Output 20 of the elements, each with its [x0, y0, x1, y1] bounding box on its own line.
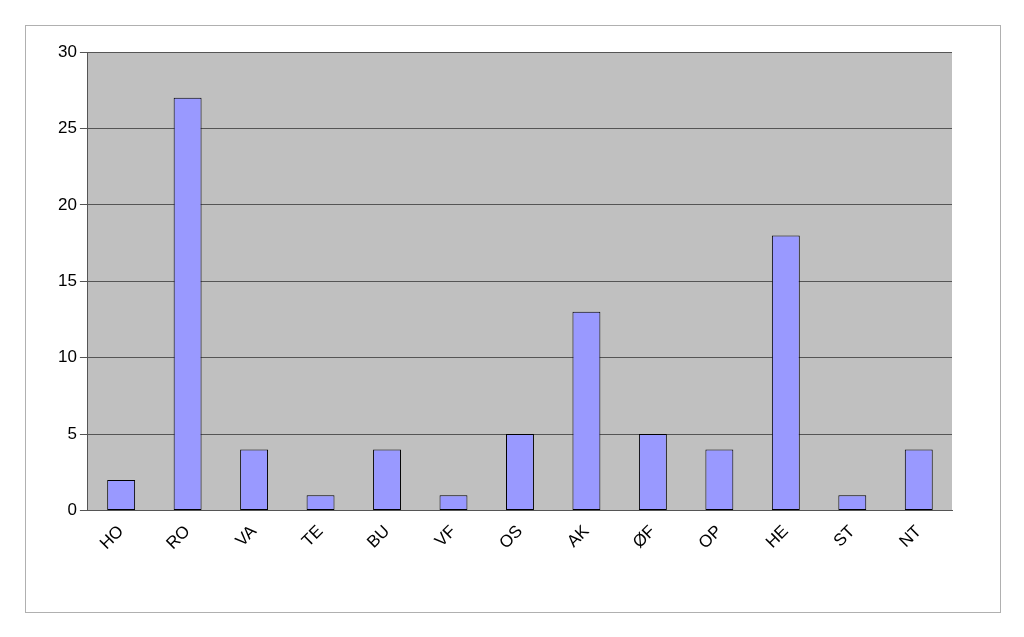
x-tick-label: AK — [563, 521, 594, 551]
y-tick-label: 5 — [67, 423, 77, 443]
y-tick-label: 0 — [67, 500, 77, 520]
y-tick-label: 25 — [57, 118, 77, 138]
y-tick-label: 20 — [57, 194, 77, 214]
x-tick-label: ØF — [628, 521, 660, 552]
x-tick-label: OS — [495, 521, 527, 553]
x-tick-label: ST — [829, 521, 859, 551]
x-tick-label: TE — [297, 521, 327, 551]
x-tick-label: BU — [363, 521, 394, 552]
x-tick-label: RO — [162, 521, 194, 553]
x-tick-label: HO — [95, 521, 128, 553]
y-tick-label: 30 — [57, 41, 77, 61]
y-tick-label: 10 — [57, 347, 77, 367]
x-tick-label: VF — [430, 521, 460, 551]
x-tick-label: VA — [231, 521, 261, 551]
x-tick-label: OP — [694, 521, 726, 553]
x-tick-label: HE — [761, 521, 792, 552]
x-tick-label: NT — [895, 521, 925, 551]
y-tick-label: 15 — [57, 270, 77, 290]
